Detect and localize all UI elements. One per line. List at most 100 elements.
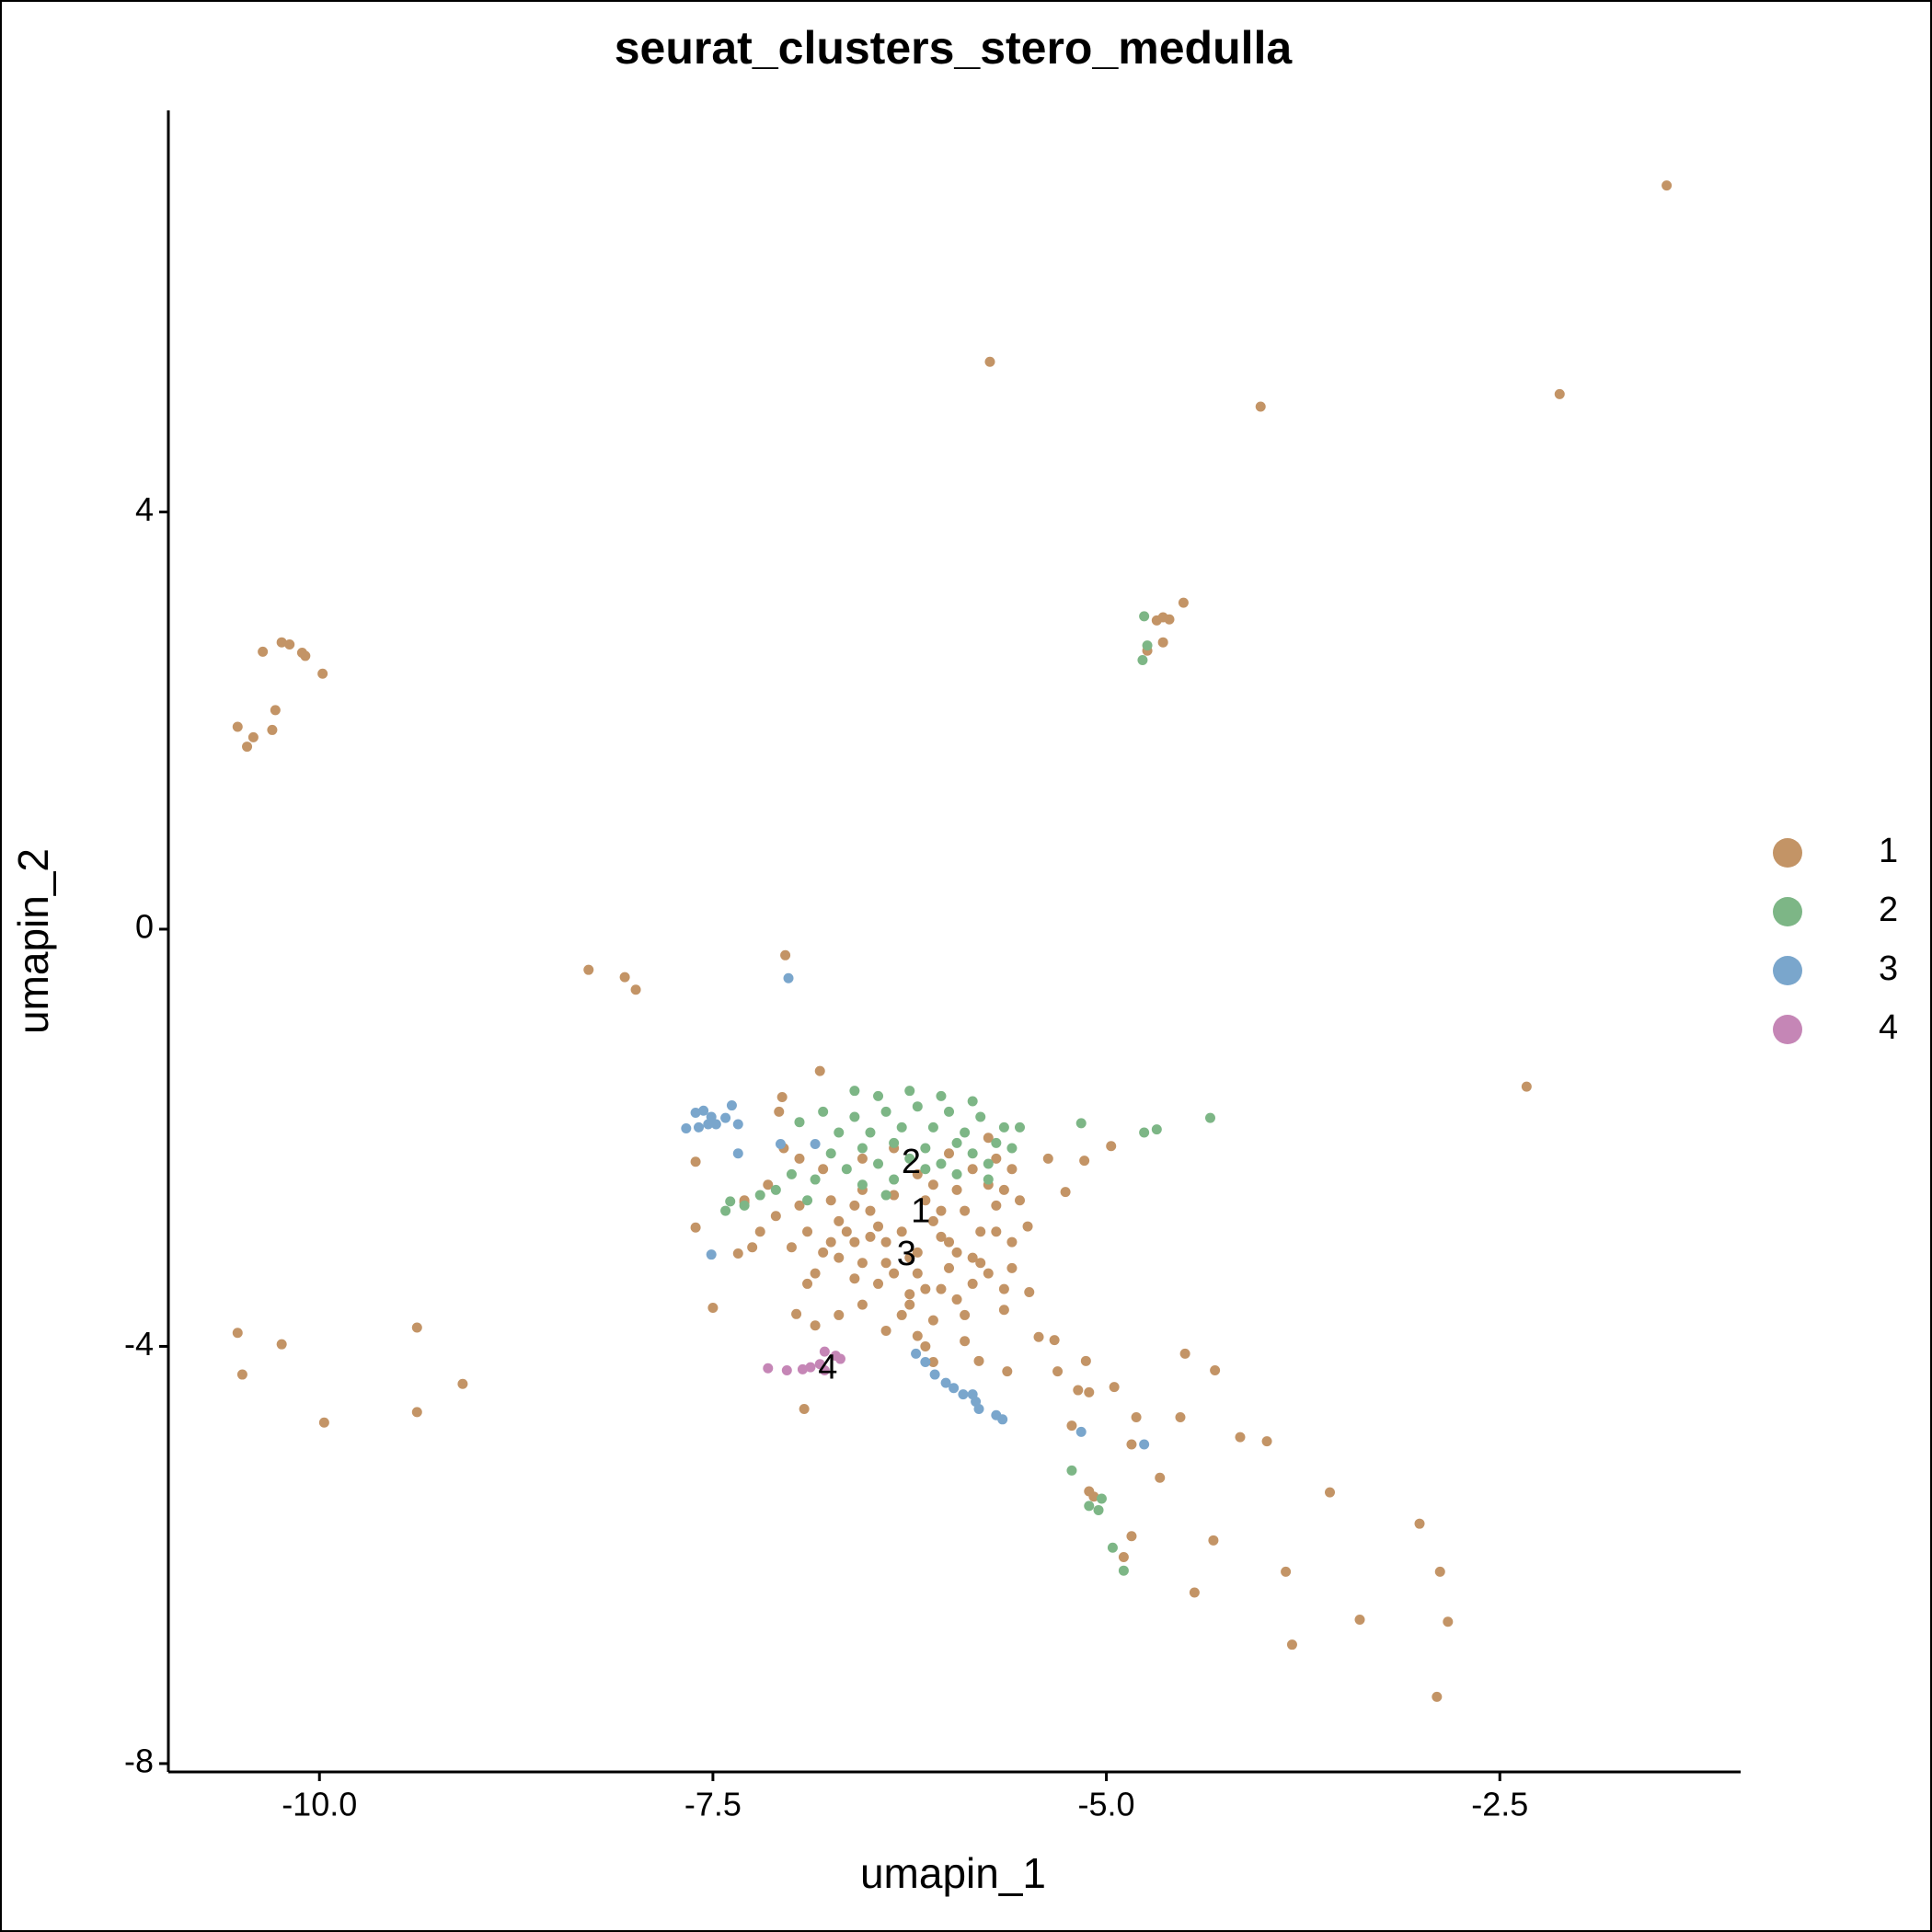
- x-tick-label: -7.5: [684, 1786, 742, 1823]
- point: [1137, 654, 1148, 665]
- legend-label: 1: [1879, 832, 1898, 870]
- point: [967, 1252, 978, 1263]
- point: [973, 1355, 984, 1366]
- point: [236, 1369, 247, 1380]
- point: [770, 1211, 781, 1222]
- point: [720, 1205, 731, 1216]
- point: [1325, 1487, 1336, 1498]
- point: [1033, 1331, 1044, 1342]
- point: [951, 1137, 962, 1148]
- point: [1235, 1432, 1246, 1443]
- point: [896, 1121, 907, 1133]
- point: [904, 1289, 915, 1300]
- point: [805, 1362, 816, 1373]
- point: [763, 1363, 774, 1374]
- point: [819, 1346, 830, 1357]
- point: [1179, 1348, 1190, 1359]
- point: [1155, 1472, 1166, 1483]
- point: [1432, 1691, 1443, 1702]
- y-tick-label: 4: [135, 490, 154, 528]
- point: [983, 1133, 994, 1144]
- point: [799, 1403, 810, 1414]
- point: [904, 1299, 915, 1310]
- point: [794, 1117, 805, 1128]
- y-tick-label: -8: [124, 1742, 154, 1779]
- point: [1066, 1465, 1077, 1476]
- point: [300, 650, 311, 661]
- point: [1126, 1439, 1137, 1450]
- point: [754, 1190, 765, 1201]
- point: [857, 1299, 868, 1310]
- point: [960, 1205, 971, 1216]
- cluster-label: 1: [911, 1191, 930, 1230]
- point: [1049, 1335, 1060, 1346]
- cluster-label: 4: [818, 1348, 837, 1386]
- point: [1131, 1412, 1142, 1423]
- x-tick-label: -10.0: [282, 1786, 357, 1823]
- point: [819, 1365, 830, 1376]
- point: [810, 1174, 821, 1185]
- point: [276, 637, 287, 648]
- point: [794, 1153, 805, 1164]
- point: [967, 1148, 978, 1159]
- point: [780, 949, 791, 960]
- point: [841, 1164, 852, 1175]
- point: [1006, 1262, 1018, 1273]
- point: [896, 1309, 907, 1320]
- point: [983, 1174, 994, 1185]
- point: [1261, 1436, 1272, 1447]
- point: [818, 1106, 829, 1117]
- point: [1434, 1566, 1445, 1577]
- point: [794, 1200, 805, 1211]
- point: [1210, 1365, 1221, 1376]
- point: [958, 1389, 969, 1400]
- point: [732, 1148, 743, 1159]
- point: [1354, 1614, 1365, 1625]
- point: [802, 1278, 813, 1289]
- point: [849, 1200, 860, 1211]
- point: [786, 1242, 797, 1253]
- point: [998, 1283, 1009, 1294]
- point: [726, 1100, 737, 1111]
- point: [1084, 1386, 1095, 1397]
- point: [1024, 1286, 1035, 1297]
- legend-label: 3: [1879, 949, 1898, 988]
- point: [1075, 1118, 1087, 1129]
- point: [276, 1339, 287, 1350]
- point: [927, 1315, 938, 1326]
- point: [1151, 1124, 1162, 1135]
- point: [912, 1168, 923, 1179]
- point: [690, 1222, 701, 1233]
- point: [880, 1236, 891, 1248]
- point: [583, 964, 594, 975]
- point: [951, 1184, 962, 1195]
- legend-label: 4: [1879, 1008, 1898, 1047]
- point: [849, 1236, 860, 1248]
- point: [1060, 1187, 1071, 1198]
- x-tick-label: -2.5: [1471, 1786, 1528, 1823]
- point: [873, 1221, 884, 1232]
- point: [889, 1174, 900, 1185]
- point: [949, 1383, 960, 1394]
- point: [912, 1247, 923, 1258]
- point: [920, 1164, 931, 1175]
- point: [1662, 180, 1673, 191]
- point: [825, 1195, 836, 1206]
- point: [1042, 1153, 1053, 1164]
- point: [802, 1195, 813, 1206]
- point: [247, 731, 259, 742]
- point: [747, 1242, 758, 1253]
- point: [1014, 1121, 1025, 1133]
- point: [1175, 1412, 1186, 1423]
- point: [1093, 1504, 1104, 1515]
- point: [681, 1123, 692, 1134]
- point: [258, 646, 269, 657]
- point: [1414, 1518, 1425, 1529]
- x-axis-title: umapin_1: [860, 1849, 1046, 1897]
- point: [690, 1107, 701, 1118]
- point: [927, 1121, 938, 1133]
- point: [797, 1363, 808, 1374]
- point: [880, 1190, 891, 1201]
- point: [232, 1328, 243, 1339]
